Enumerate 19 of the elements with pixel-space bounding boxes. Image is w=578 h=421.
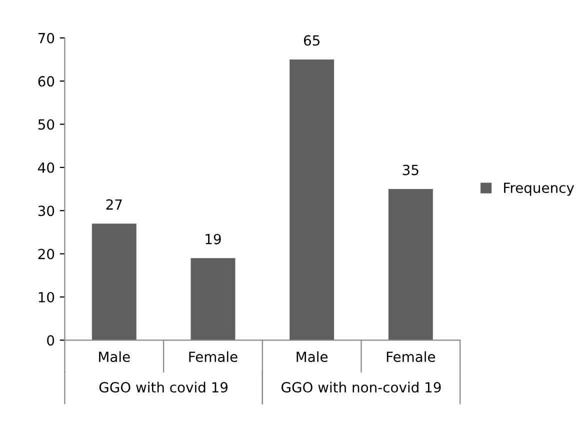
y-tick-label: 60: [38, 76, 54, 87]
data-label: 35: [402, 164, 418, 176]
y-tick-label: 40: [38, 162, 54, 173]
x-tick-label: Male: [296, 351, 328, 362]
y-tick-label: 30: [38, 206, 54, 216]
y-tick-label: 20: [38, 248, 54, 260]
data-label: 65: [304, 35, 320, 46]
data-label: 27: [106, 199, 122, 210]
data-label: 19: [206, 234, 221, 244]
text: GGO with covid 19: [99, 382, 228, 393]
y-tick-label: 0: [47, 335, 54, 346]
legend-label: Frequency: [504, 182, 574, 196]
x-tick-label: Female: [189, 351, 238, 362]
x-tick-label: Female: [386, 351, 436, 362]
y-tick-label: 10: [38, 292, 54, 302]
y-tick-label: 70: [38, 32, 54, 44]
y-tick-label: 50: [38, 119, 54, 130]
text: GGO with non-covid 19: [282, 382, 441, 393]
x-tick-label: Male: [99, 351, 130, 362]
